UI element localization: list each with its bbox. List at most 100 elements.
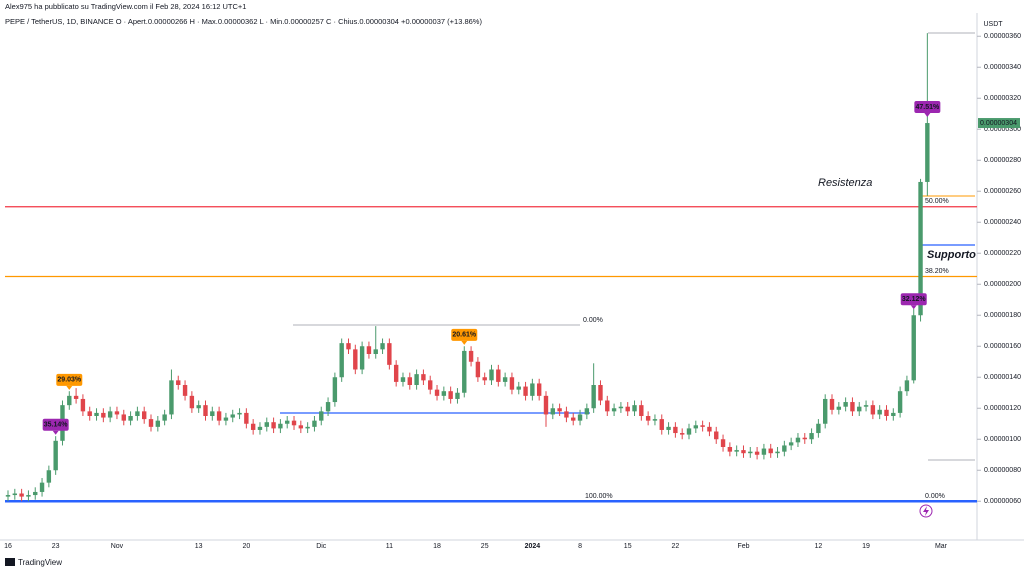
logo (5, 558, 15, 566)
candle-body (121, 414, 126, 421)
x-tick-label: 23 (52, 543, 60, 550)
publisher-line: Alex975 ha pubblicato su TradingView.com… (5, 2, 246, 11)
candle-body (319, 411, 324, 421)
fib-label: 100.00% (585, 493, 613, 500)
candle-body (632, 405, 637, 412)
candle-body (605, 400, 610, 412)
x-tick-label: 12 (814, 543, 822, 550)
callout-label: 29.03% (57, 377, 82, 384)
x-tick-label: 13 (195, 543, 203, 550)
candle-body (135, 411, 140, 416)
candle-body (516, 386, 521, 390)
candle-body (536, 383, 542, 396)
candle-body (557, 408, 562, 412)
candle-body (897, 391, 903, 413)
candle-body (509, 377, 515, 390)
y-tick-label: 0.00000220 (984, 250, 1021, 257)
callout-box (900, 293, 927, 306)
candle-body (659, 419, 664, 430)
candle-body (802, 437, 807, 440)
candle-body (891, 412, 896, 416)
candle-body (366, 346, 372, 354)
y-tick-label: 0.00000060 (984, 498, 1021, 505)
candle-body (250, 423, 256, 430)
currency: USDT (983, 21, 1003, 28)
candle-body (727, 447, 733, 452)
candle-body (407, 377, 412, 385)
candle-body (339, 343, 344, 378)
candle-body (12, 493, 18, 496)
candle-body (829, 398, 835, 410)
candle-body (462, 350, 467, 393)
candle-body (768, 448, 773, 454)
candle-body (475, 361, 481, 378)
fib-label: 38.20% (925, 268, 949, 275)
candle-body (788, 442, 794, 446)
candle-body (271, 422, 276, 429)
candle-body (550, 408, 555, 415)
candle-body (836, 406, 842, 410)
candle-body (618, 406, 624, 409)
candle-body (210, 411, 215, 416)
candle-body (904, 380, 910, 392)
last-price-tag (978, 118, 1020, 129)
x-tick-label: 20 (242, 543, 250, 550)
candle-body (26, 495, 31, 497)
candle-body (244, 412, 249, 424)
y-tick-label: 0.00000100 (984, 436, 1021, 443)
candle-body (5, 495, 11, 497)
candle-body (332, 377, 338, 403)
candle-body (421, 374, 426, 381)
candle-body (809, 433, 814, 440)
candle-body (741, 450, 746, 454)
candle-body (823, 398, 828, 424)
resistance-label: Resistenza (818, 177, 872, 189)
y-tick-label: 0.00000260 (984, 188, 1021, 195)
candle-body (162, 414, 167, 421)
candle-body (679, 433, 685, 435)
candle-body (380, 343, 385, 350)
candle-body (482, 377, 487, 381)
y-tick-label: 0.00000120 (984, 405, 1021, 412)
candle-body (850, 402, 855, 412)
candle-body (584, 408, 590, 415)
candle-body (400, 377, 406, 382)
candle-body (468, 350, 474, 362)
candle-body (53, 440, 58, 471)
candle-body (67, 395, 72, 406)
symbol-legend: PEPE / TetherUS, 1D, BINANCE O · Apert.0… (5, 17, 482, 26)
y-tick-label: 0.00000080 (984, 467, 1021, 474)
callout-box (914, 101, 941, 114)
candle-body (645, 416, 651, 421)
candle-body (101, 412, 106, 418)
candle-body (448, 391, 453, 399)
candle-body (203, 405, 208, 416)
x-tick-label: Nov (111, 543, 124, 550)
x-tick-label: 25 (481, 543, 489, 550)
candle-body (673, 426, 678, 434)
x-tick-label: Mar (935, 543, 948, 550)
candle-body (686, 428, 692, 435)
candle-body (87, 411, 92, 416)
candle-body (918, 181, 923, 316)
candle-body (754, 451, 760, 455)
candle-body (94, 412, 99, 416)
y-tick-label: 0.00000320 (984, 95, 1021, 102)
candle-body (414, 374, 419, 385)
callout-label: 35.14% (44, 422, 69, 429)
candle-body (80, 398, 86, 412)
brand: TradingView (18, 558, 62, 567)
candle-body (693, 425, 699, 429)
y-tick-label: 0.00000180 (984, 312, 1021, 319)
callout-box (451, 328, 478, 341)
y-tick-label: 0.00000240 (984, 219, 1021, 226)
event-icon[interactable] (919, 504, 933, 518)
candle-body (428, 380, 433, 390)
candle-body (359, 346, 365, 370)
candle-body (114, 411, 120, 415)
event-icon-bolt (923, 506, 929, 516)
candle-body (795, 437, 801, 443)
candle-body (707, 426, 712, 432)
callout-pointer (924, 113, 931, 118)
candle-body (257, 426, 263, 430)
